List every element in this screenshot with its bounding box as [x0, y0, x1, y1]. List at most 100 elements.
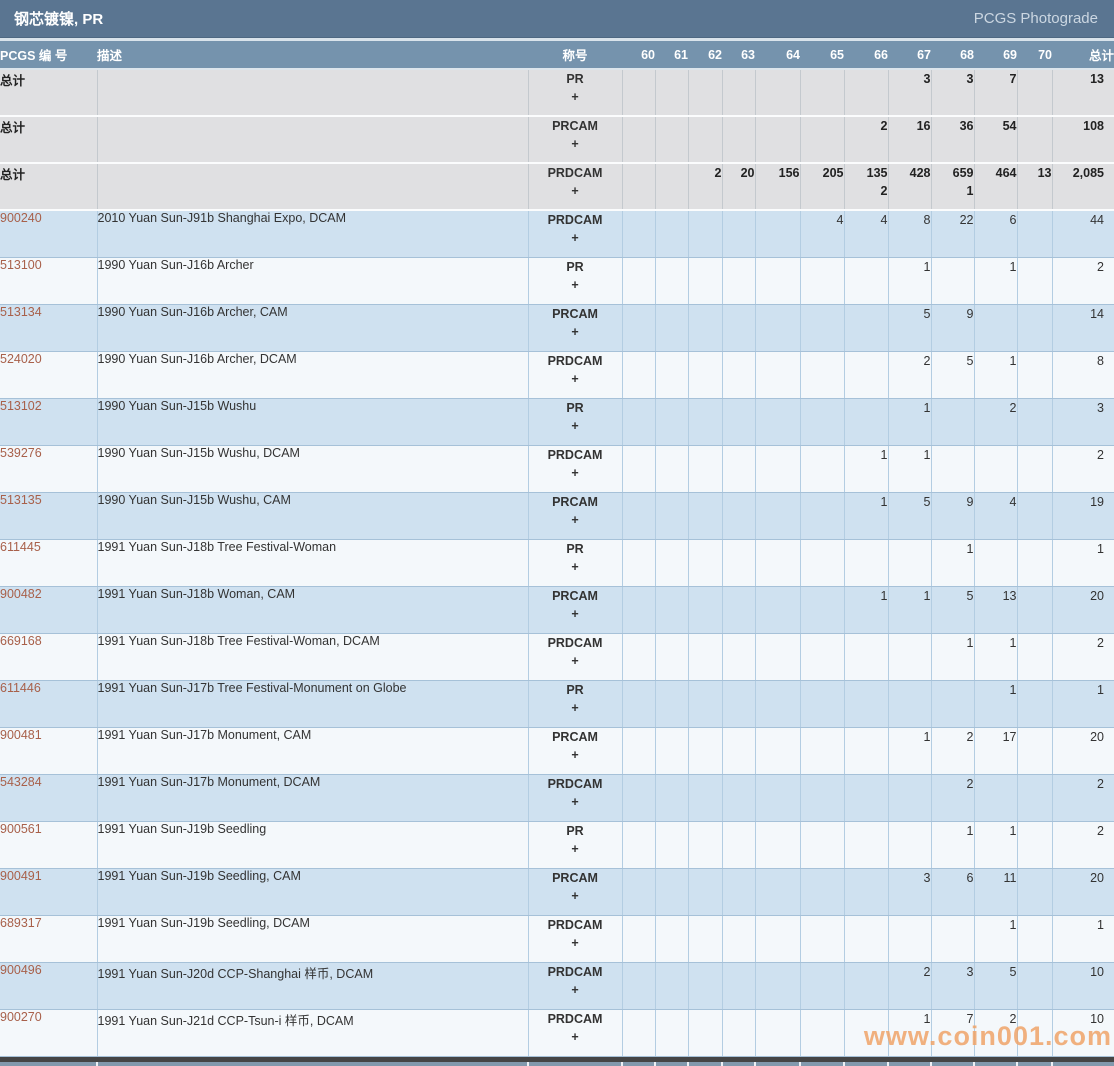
grade-cell: 36 [931, 116, 974, 163]
grade-cell [800, 116, 844, 163]
grade-cell: 1 [931, 633, 974, 680]
pcgs-number-link[interactable]: 900491 [0, 869, 42, 883]
pcgs-number-link[interactable]: 900482 [0, 587, 42, 601]
grade-cell [755, 774, 800, 821]
grade-cell [800, 774, 844, 821]
pcgs-number-cell: 539276 [0, 445, 97, 492]
grade-cell: 2 [974, 398, 1017, 445]
description-cell: 1990 Yuan Sun-J16b Archer, DCAM [97, 351, 528, 398]
grade-cell [755, 257, 800, 304]
population-table: PCGS 编 号 描述 称号 60 61 62 63 64 65 66 67 6… [0, 41, 1114, 1057]
designation-cell: PR+ [528, 539, 622, 586]
plus-designation: + [529, 323, 622, 341]
pcgs-number-link[interactable]: 524020 [0, 352, 42, 366]
grade-cell [622, 539, 655, 586]
total-cell: 1 [1052, 915, 1114, 962]
pcgs-number-link[interactable]: 513100 [0, 258, 42, 272]
total-cell: 14 [1052, 304, 1114, 351]
grade-cell [1017, 116, 1052, 163]
pcgs-number-cell: 513135 [0, 492, 97, 539]
grade-cell: 11 [974, 868, 1017, 915]
grade-cell [688, 351, 722, 398]
grade-cell [844, 680, 888, 727]
grade-cell: 17 [974, 727, 1017, 774]
plus-designation: + [529, 746, 622, 764]
grade-cell [1017, 492, 1052, 539]
plus-designation: + [529, 417, 622, 435]
grade-cell [844, 962, 888, 1009]
grade-cell: 1 [974, 680, 1017, 727]
pcgs-number-link[interactable]: 900561 [0, 822, 42, 836]
grade-cell [844, 539, 888, 586]
description-cell: 1991 Yuan Sun-J21d CCP-Tsun-i 样币, DCAM [97, 1009, 528, 1056]
grade-cell: 2 [688, 163, 722, 210]
grade-cell [722, 680, 755, 727]
grade-cell: 1 [888, 398, 931, 445]
grade-cell [800, 962, 844, 1009]
pcgs-number-cell: 900491 [0, 868, 97, 915]
grade-cell [888, 633, 931, 680]
grade-cell [844, 257, 888, 304]
grade-cell [622, 1009, 655, 1056]
grade-cell [1017, 1009, 1052, 1056]
photograde-link[interactable]: PCGS Photograde [974, 10, 1114, 27]
grade-cell [755, 492, 800, 539]
description-cell: 1990 Yuan Sun-J15b Wushu, CAM [97, 492, 528, 539]
grade-cell [844, 1009, 888, 1056]
grade-cell [722, 586, 755, 633]
description-cell: 1990 Yuan Sun-J15b Wushu [97, 398, 528, 445]
pcgs-number-link[interactable]: 611445 [0, 540, 41, 554]
description-cell: 1990 Yuan Sun-J16b Archer [97, 257, 528, 304]
grade-cell [722, 539, 755, 586]
designation-cell: PR+ [528, 257, 622, 304]
grade-cell [622, 774, 655, 821]
total-cell: 10 [1052, 1009, 1114, 1056]
grade-cell: 2 [844, 116, 888, 163]
pcgs-number-link[interactable]: 900481 [0, 728, 42, 742]
grade-cell [622, 304, 655, 351]
grade-cell [655, 539, 688, 586]
grade-cell [655, 868, 688, 915]
grade-cell [755, 633, 800, 680]
pcgs-number-link[interactable]: 689317 [0, 916, 42, 930]
pcgs-number-link[interactable]: 513134 [0, 305, 42, 319]
pcgs-number-cell: 900561 [0, 821, 97, 868]
pcgs-number-cell: 900482 [0, 586, 97, 633]
pcgs-number-cell: 524020 [0, 351, 97, 398]
description-cell: 1991 Yuan Sun-J18b Tree Festival-Woman [97, 539, 528, 586]
designation-cell: PRCAM+ [528, 727, 622, 774]
col-header-total: 总计 [1052, 41, 1114, 69]
grade-cell [722, 445, 755, 492]
pcgs-number-link[interactable]: 543284 [0, 775, 42, 789]
grade-cell [1017, 586, 1052, 633]
pcgs-number-link[interactable]: 900270 [0, 1010, 42, 1024]
grade-cell [888, 680, 931, 727]
pcgs-number-link[interactable]: 539276 [0, 446, 42, 460]
pcgs-number-cell: 543284 [0, 774, 97, 821]
grade-cell [755, 821, 800, 868]
grade-cell [1017, 727, 1052, 774]
grade-cell [931, 398, 974, 445]
pcgs-number-link[interactable]: 900496 [0, 963, 42, 977]
pcgs-number-link[interactable]: 513135 [0, 493, 42, 507]
grade-cell [655, 351, 688, 398]
grade-cell [655, 680, 688, 727]
designation-cell: PRDCAM+ [528, 163, 622, 210]
grade-cell: 20 [722, 163, 755, 210]
pcgs-number-link[interactable]: 900240 [0, 211, 42, 225]
grade-cell [655, 304, 688, 351]
grade-cell [722, 257, 755, 304]
pcgs-number-link[interactable]: 513102 [0, 399, 42, 413]
description-cell: 2010 Yuan Sun-J91b Shanghai Expo, DCAM [97, 210, 528, 257]
pcgs-number-link[interactable]: 669168 [0, 634, 42, 648]
grade-cell [722, 210, 755, 257]
grade-cell [655, 586, 688, 633]
pcgs-number-link[interactable]: 611446 [0, 681, 41, 695]
col-header-grade-61: 61 [655, 41, 688, 69]
section-title-bar: 钢芯镀镍, PR PCGS Photograde [0, 0, 1114, 38]
